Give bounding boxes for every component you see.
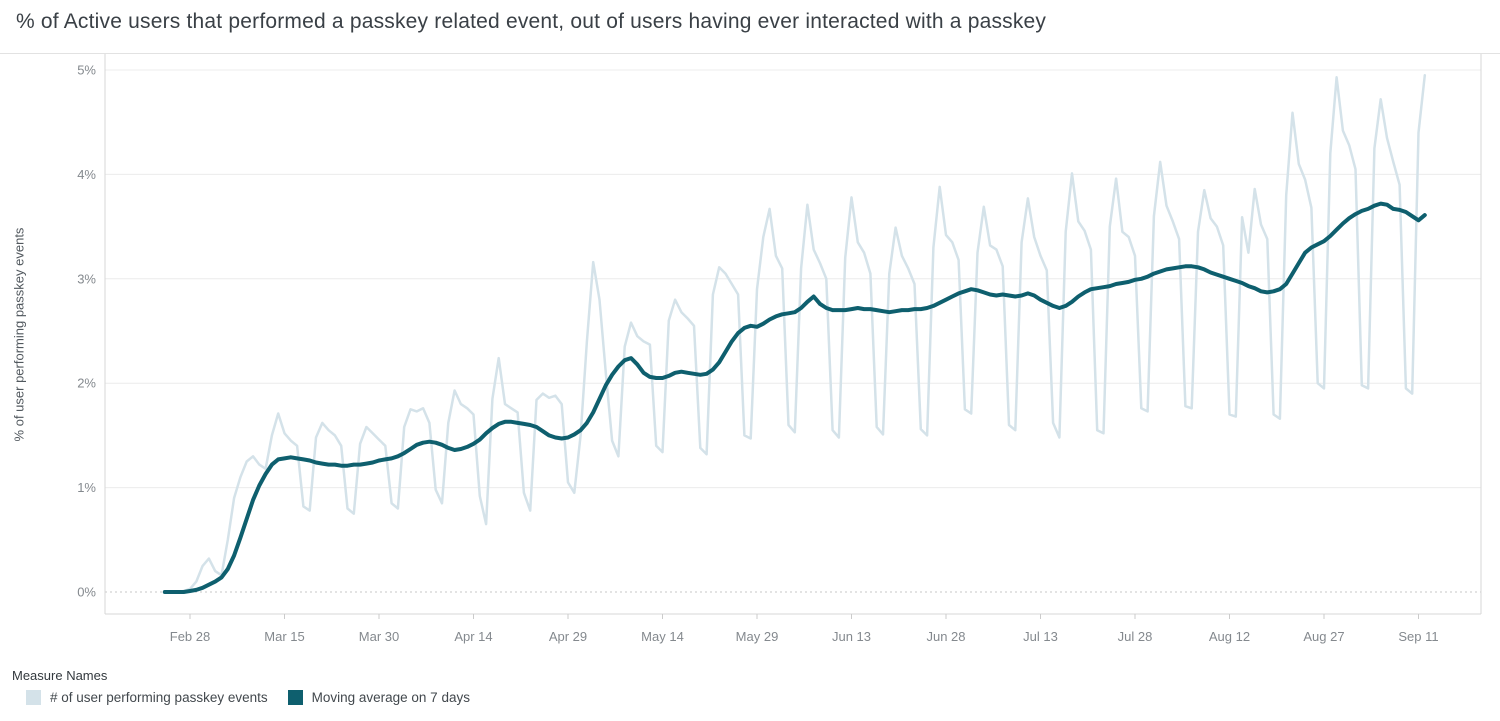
x-axis-tick-label: Feb 28 xyxy=(170,629,210,644)
x-axis-tick-label: Jun 28 xyxy=(926,629,965,644)
y-axis-tick-label: 0% xyxy=(77,585,96,600)
x-axis-tick-label: Apr 14 xyxy=(454,629,492,644)
chart-title: % of Active users that performed a passk… xyxy=(16,10,1047,33)
legend-items: # of user performing passkey events Movin… xyxy=(12,690,490,705)
legend-title: Measure Names xyxy=(12,668,108,683)
x-axis-tick-label: Jul 28 xyxy=(1118,629,1153,644)
y-axis-tick-label: 4% xyxy=(77,167,96,182)
x-axis-tick-label: Jul 13 xyxy=(1023,629,1058,644)
moving-average-line[interactable] xyxy=(162,201,1427,594)
legend-item-moving-average[interactable]: Moving average on 7 days xyxy=(287,690,470,705)
legend-swatch[interactable] xyxy=(26,690,41,705)
y-axis-tick-label: 3% xyxy=(77,271,96,286)
daily-series-line[interactable] xyxy=(163,73,1427,594)
x-axis-tick-label: Mar 30 xyxy=(359,629,399,644)
x-axis-tick-label: Mar 15 xyxy=(264,629,304,644)
title-divider xyxy=(0,53,1500,54)
x-axis-tick-label: Jun 13 xyxy=(832,629,871,644)
y-axis-tick-label: 2% xyxy=(77,376,96,391)
x-axis-tick-label: May 29 xyxy=(736,629,779,644)
x-axis-tick-label: Aug 27 xyxy=(1303,629,1344,644)
legend-label: Moving average on 7 days xyxy=(311,690,470,705)
line-chart[interactable]: 0% 1% 2% 3% 4% 5% Feb 28 Mar 15 Mar 30 Apr 14 Apr … xyxy=(0,0,1500,660)
x-axis-tick-label: Sep 11 xyxy=(1398,629,1438,644)
x-axis-tick-label: Apr 29 xyxy=(549,629,587,644)
y-axis-tick-label: 5% xyxy=(77,63,96,78)
legend: Measure Names # of user performing passk… xyxy=(12,668,490,705)
legend-label: # of user performing passkey events xyxy=(50,690,268,705)
legend-swatch[interactable] xyxy=(287,690,303,705)
y-axis-tick-label: 1% xyxy=(77,480,96,495)
x-axis-tick-label: May 14 xyxy=(641,629,684,644)
x-axis-tick-label: Aug 12 xyxy=(1209,629,1250,644)
legend-item-daily-series[interactable]: # of user performing passkey events xyxy=(26,690,268,705)
